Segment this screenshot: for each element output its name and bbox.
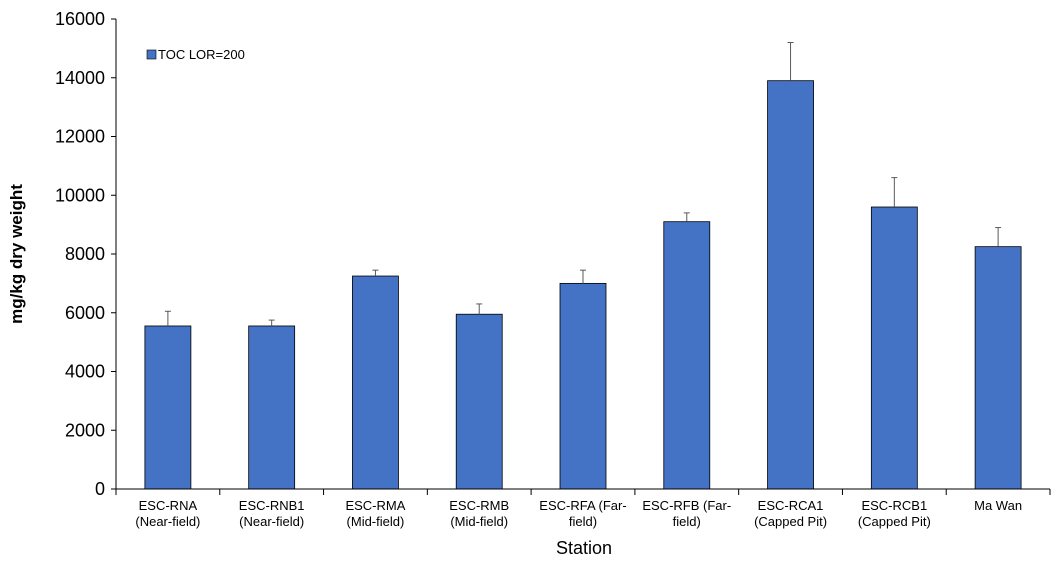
bar: [248, 325, 296, 490]
x-tick-label: ESC-RCA1: [758, 498, 824, 513]
x-tick-label: (Capped Pit): [858, 514, 931, 529]
x-tick-label: ESC-RMB: [449, 498, 509, 513]
x-axis-tick-labels: ESC-RNA(Near-field)ESC-RNB1(Near-field)E…: [115, 489, 1051, 529]
bar: [144, 325, 192, 490]
y-tick-label: 0: [95, 479, 105, 499]
x-tick-label: ESC-RNB1: [239, 498, 305, 513]
x-tick-label: ESC-RNA: [139, 498, 198, 513]
x-tick-label: Ma Wan: [974, 498, 1022, 513]
x-tick-label: ESC-RFB (Far-: [642, 498, 731, 513]
bar: [559, 282, 607, 490]
legend: TOC LOR=200: [146, 47, 245, 62]
x-tick-label: (Mid-field): [450, 514, 508, 529]
x-tick-label: (Mid-field): [347, 514, 405, 529]
x-tick-label: ESC-RFA (Far-: [539, 498, 626, 513]
y-tick-label: 14000: [55, 68, 105, 88]
bar: [974, 246, 1022, 490]
x-tick-label: field): [673, 514, 701, 529]
bar: [663, 221, 711, 490]
y-tick-label: 2000: [65, 420, 105, 440]
y-axis-title: mg/kg dry weight: [7, 184, 26, 324]
x-tick-label: ESC-RCB1: [861, 498, 927, 513]
bar: [870, 206, 918, 490]
x-tick-label: ESC-RMA: [345, 498, 405, 513]
y-axis-ticks: 0 2000 4000 6000 8000 10000 12000 14000 16000: [55, 9, 116, 499]
y-tick-label: 16000: [55, 9, 105, 29]
bars-group: [144, 80, 1022, 490]
y-tick-label: 4000: [65, 362, 105, 382]
bar: [455, 313, 503, 490]
bar: [767, 80, 814, 490]
y-tick-label: 10000: [55, 185, 105, 205]
bar: [352, 275, 399, 490]
y-tick-label: 8000: [65, 244, 105, 264]
legend-swatch: [146, 49, 157, 60]
y-tick-label: 12000: [55, 127, 105, 147]
legend-label: TOC LOR=200: [158, 47, 245, 62]
y-tick-label: 6000: [65, 303, 105, 323]
x-tick-label: field): [569, 514, 597, 529]
x-tick-label: (Capped Pit): [754, 514, 827, 529]
x-axis-title: Station: [556, 538, 612, 558]
x-tick-label: (Near-field): [135, 514, 200, 529]
error-bars-group: [164, 42, 1002, 326]
x-tick-label: (Near-field): [239, 514, 304, 529]
